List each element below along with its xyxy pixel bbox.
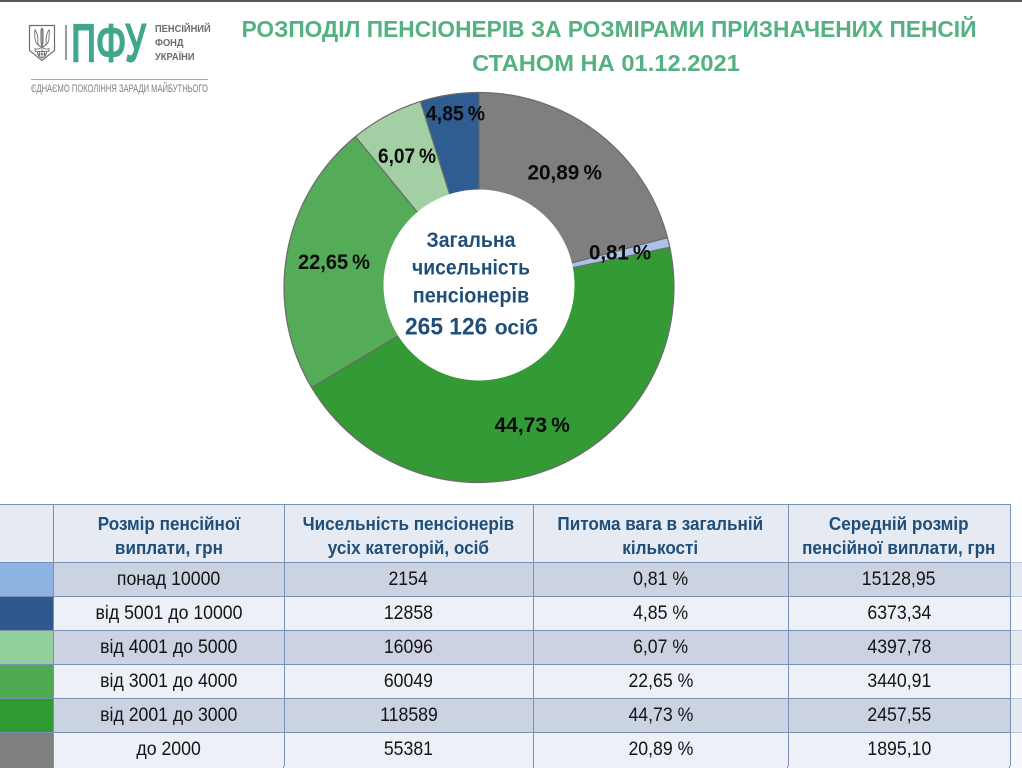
svg-text:0,81 %: 0,81 % bbox=[589, 241, 651, 264]
svg-text:44,73 %: 44,73 % bbox=[495, 414, 571, 437]
svg-text:чисельність: чисельність bbox=[412, 257, 530, 280]
svg-text:265 126: 265 126 bbox=[405, 314, 487, 341]
svg-text:осіб: осіб bbox=[495, 317, 538, 340]
svg-text:20,89 %: 20,89 % bbox=[528, 162, 603, 185]
svg-text:Загальна: Загальна bbox=[427, 229, 516, 252]
svg-text:22,65 %: 22,65 % bbox=[298, 251, 370, 274]
svg-text:пенсіонерів: пенсіонерів bbox=[413, 284, 529, 307]
svg-text:4,85 %: 4,85 % bbox=[426, 103, 485, 126]
svg-text:6,07 %: 6,07 % bbox=[378, 145, 436, 168]
